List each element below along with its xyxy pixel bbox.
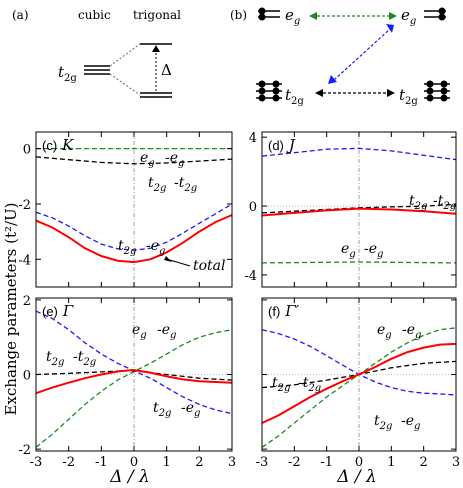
x-tick-label: -2	[62, 455, 75, 470]
series-annotation: eg	[132, 322, 147, 341]
y-tick-label: 2	[23, 294, 31, 309]
series-annotation: t2g	[46, 349, 64, 368]
series-line-t2g-eg	[35, 203, 233, 251]
plot-frame	[35, 297, 233, 452]
series-annotation: -eg	[165, 150, 184, 169]
series-annotation: -eg	[146, 238, 165, 257]
series-annotation: t2g	[118, 238, 136, 257]
series-annotation: -eg	[401, 413, 420, 432]
splitting-guide-lower	[109, 73, 141, 96]
delta-arrowhead	[152, 45, 160, 52]
panel-a: (a) cubic trigonal Δ t2g	[12, 8, 181, 98]
x-tick-label: -1	[95, 455, 108, 470]
trigonal-label: trigonal	[133, 8, 181, 22]
x-tick-label: 3	[452, 455, 460, 470]
x-tick-label: -3	[256, 455, 269, 470]
orbital-eg-left: eg	[258, 6, 300, 27]
series-annotation: t2g	[409, 193, 427, 212]
series-annotation: t2g	[374, 413, 392, 432]
series-line-eg-eg	[261, 261, 457, 264]
x-axis-title-right: Δ / λ	[336, 467, 377, 487]
series-annotation: -t2g	[174, 175, 197, 194]
series-line-total	[35, 214, 233, 264]
series-line-blue	[261, 147, 457, 161]
series-annotation: t2g	[148, 175, 166, 194]
y-tick-label: -2	[18, 198, 31, 213]
t2g-label: t2g	[58, 63, 77, 84]
x-tick-label: 0	[355, 455, 363, 470]
x-tick-label: 1	[163, 455, 171, 470]
series-annotation: t2g	[153, 400, 171, 419]
series-annotation: -t2g	[298, 375, 321, 394]
panel-tag: (d) J	[268, 136, 296, 154]
series-line-total	[35, 368, 233, 395]
orbital-t2g-right: t2g	[399, 80, 450, 107]
delta-label: Δ	[161, 61, 172, 79]
x-tick-label: 2	[195, 455, 203, 470]
y-tick-label: -4	[244, 269, 257, 284]
panel-tag: (c) K	[42, 136, 74, 154]
series-annotation: t2g	[272, 375, 290, 394]
orbital-eg-right: eg	[401, 6, 446, 27]
svg-text:eg: eg	[285, 6, 300, 27]
series-annotation: -eg	[364, 241, 383, 260]
x-tick-label: -2	[288, 455, 301, 470]
svg-text:eg: eg	[401, 6, 416, 27]
panel-b: (b) eg eg t2g t2g	[230, 6, 450, 107]
panel-tag: (f) Γ′	[268, 302, 300, 320]
splitting-guide-upper	[109, 43, 141, 67]
hop-t2g-eg-arrow	[328, 24, 394, 84]
y-tick-label: 0	[23, 143, 31, 158]
series-annotation: total	[193, 258, 226, 274]
x-tick-label: 0	[130, 455, 138, 470]
y-tick-label: 0	[23, 369, 31, 384]
panel-f-gamma-prime: -3 -2 -1 0 1 2 3 (f) Γ′ eg -eg t2g -t2g t2g -eg	[256, 297, 460, 470]
hop-eg-eg-arrow	[309, 12, 397, 20]
series-annotation: -t2g	[433, 193, 456, 212]
svg-text:t2g: t2g	[285, 86, 304, 107]
svg-text:t2g: t2g	[399, 86, 418, 107]
series-annotation: -eg	[157, 322, 176, 341]
x-tick-label: -3	[30, 455, 43, 470]
series-annotation: -eg	[181, 400, 200, 419]
orbital-t2g-left: t2g	[256, 80, 304, 107]
y-tick-label: 4	[249, 131, 257, 146]
y-tick-label: 0	[249, 200, 257, 215]
series-annotation: eg	[377, 322, 392, 341]
panel-c-kitaev: 0 -2 -4 (c) K eg -eg t2g -t2g t2g -eg total	[18, 131, 233, 288]
panel-a-tag: (a)	[12, 8, 29, 22]
series-line-total	[261, 207, 457, 217]
series-annotation: -eg	[402, 322, 421, 341]
total-pointer-arrowhead	[164, 256, 172, 262]
panel-d-heisenberg: 4 0 -4 (d) J t2g -t2g eg -eg	[244, 131, 457, 288]
series-line-total	[261, 342, 457, 424]
series-annotation: -t2g	[73, 349, 96, 368]
series-line-green	[35, 329, 233, 448]
x-tick-label: 2	[420, 455, 428, 470]
y-tick-label: -2	[18, 443, 31, 458]
series-annotation: eg	[140, 150, 155, 169]
series-annotation: eg	[341, 241, 356, 260]
panel-tag: (e) Γ	[42, 302, 74, 320]
x-tick-label: 3	[228, 455, 236, 470]
series-line-t2g-t2g	[35, 156, 233, 165]
cubic-label: cubic	[78, 8, 111, 22]
panel-b-tag: (b)	[230, 8, 247, 22]
total-pointer-line	[169, 259, 191, 267]
x-tick-label: 1	[387, 455, 395, 470]
x-tick-label: -1	[320, 455, 333, 470]
y-axis-title: Exchange parameters (t²/U)	[2, 202, 20, 415]
y-tick-label: -4	[18, 253, 31, 268]
x-axis-title-left: Δ / λ	[109, 467, 150, 487]
hop-t2g-t2g-arrow	[315, 89, 395, 97]
